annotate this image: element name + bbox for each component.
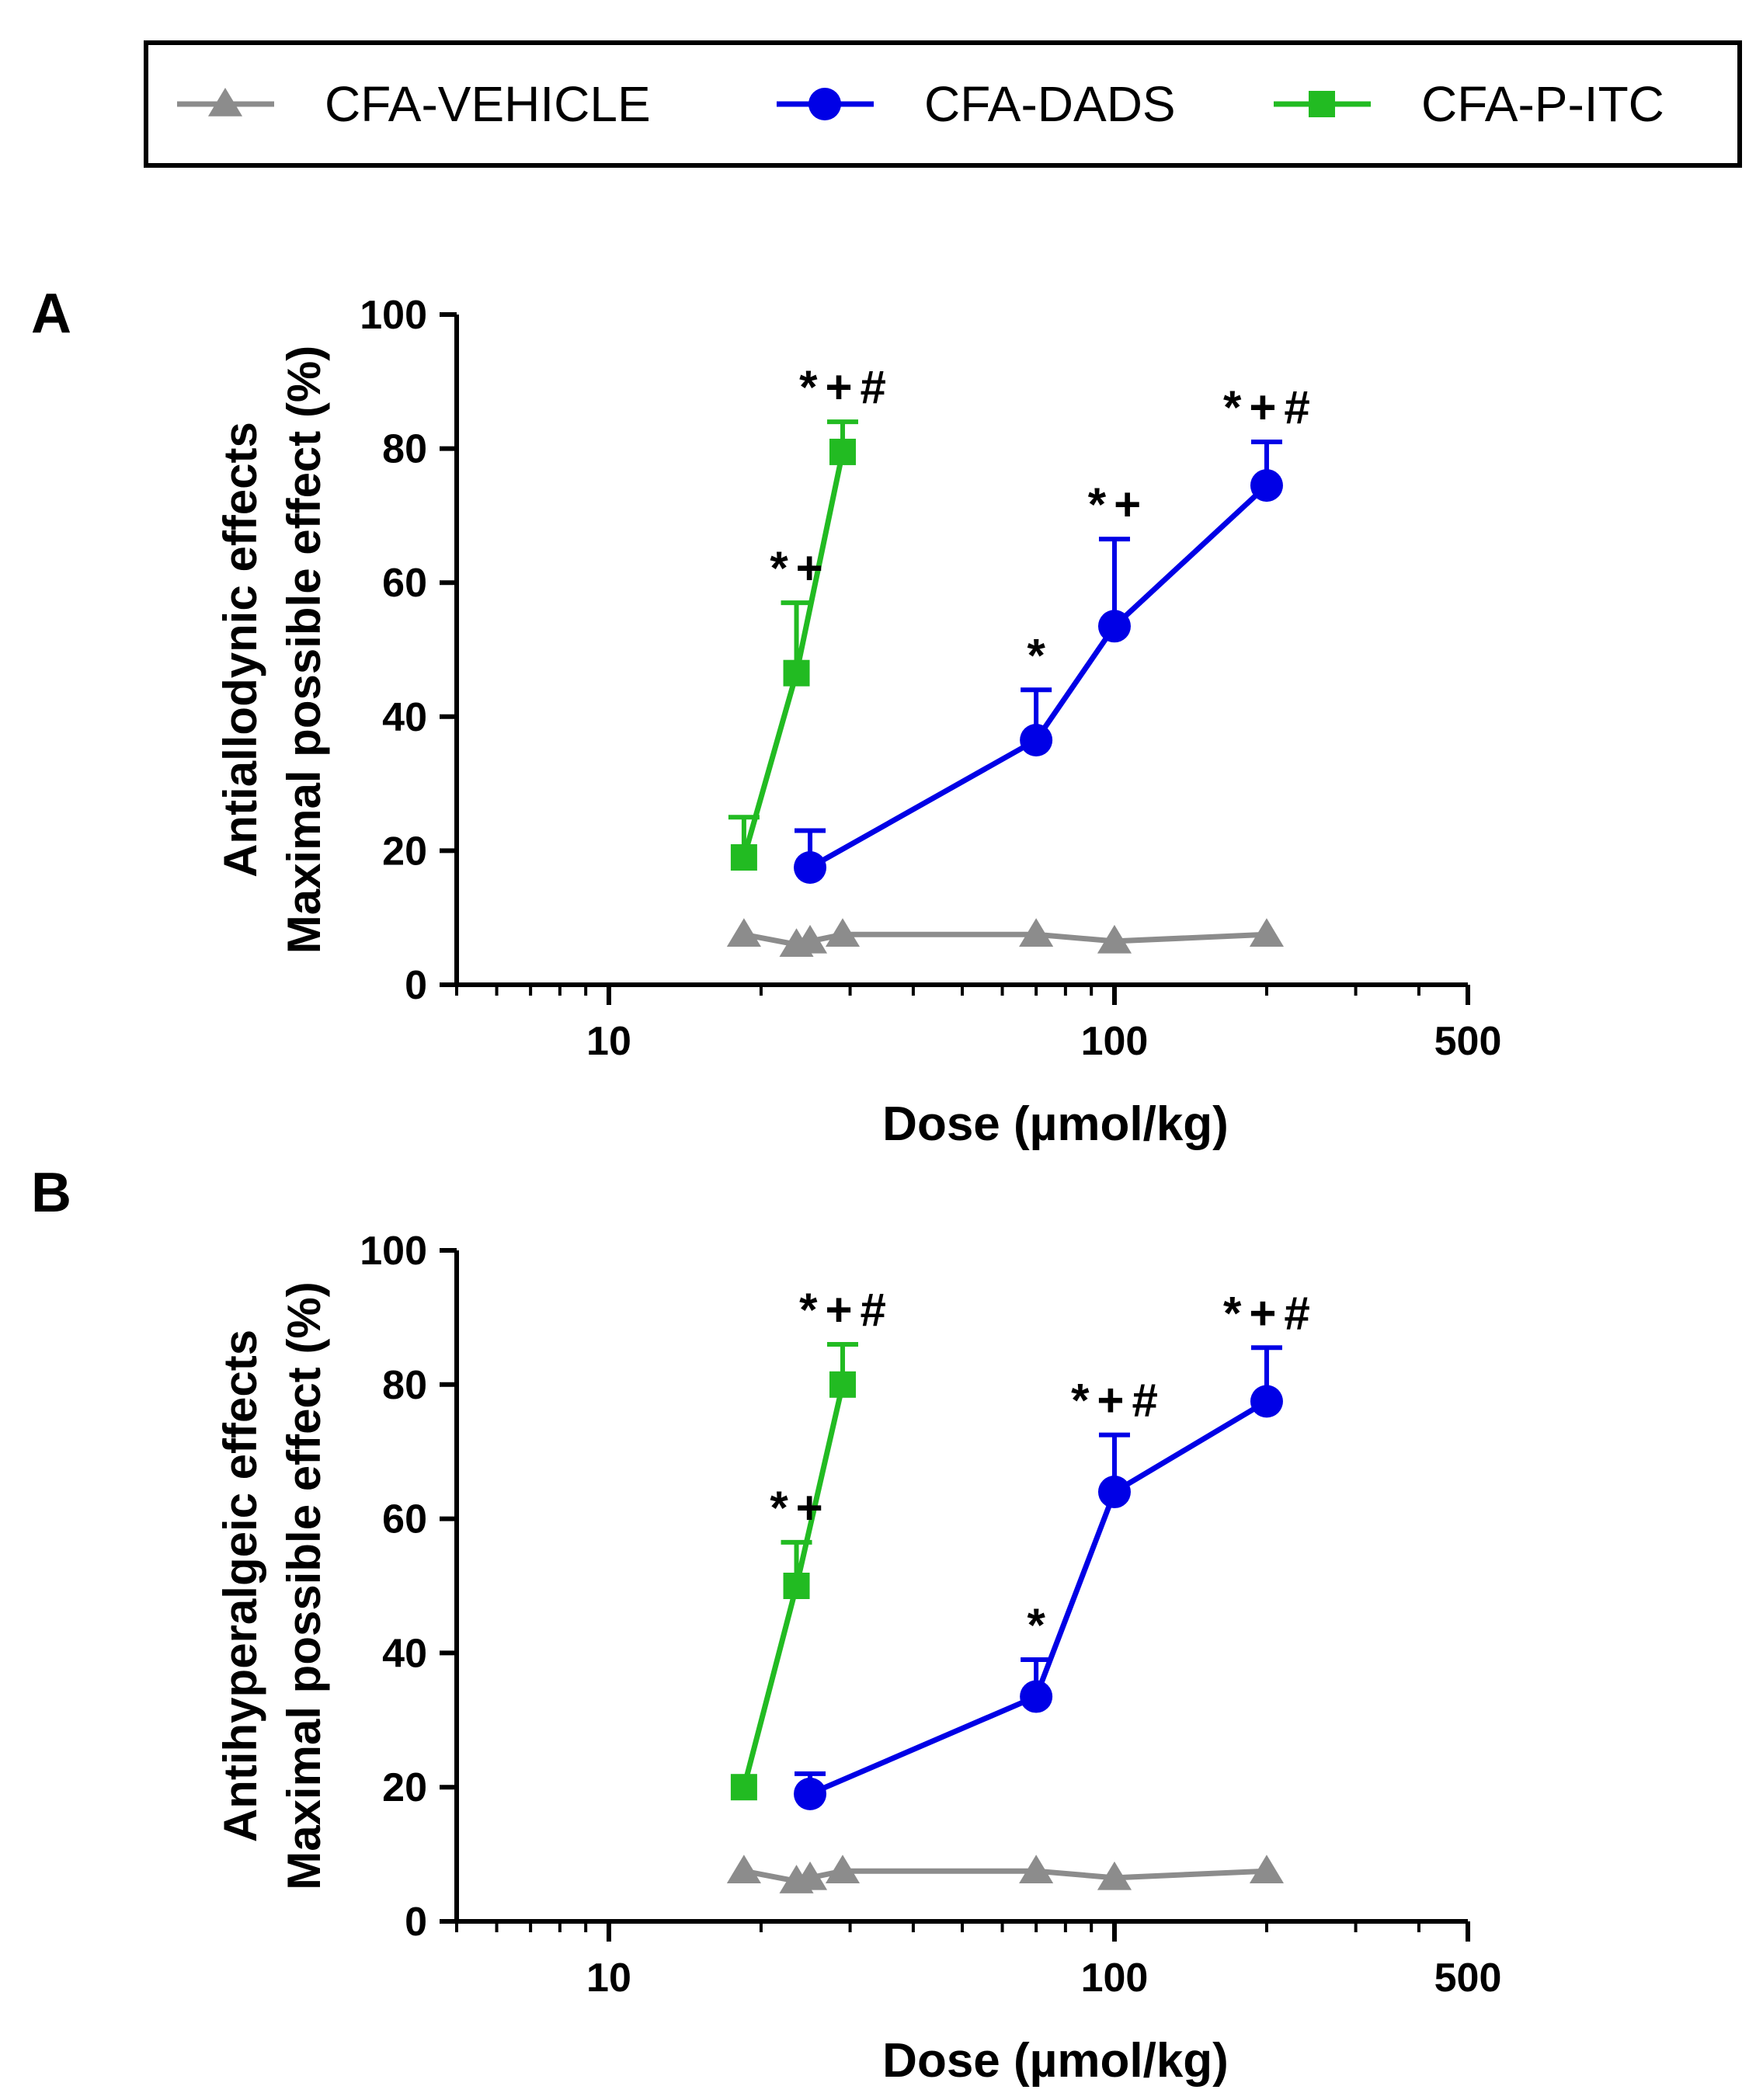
legend-box bbox=[144, 40, 1742, 168]
x-tick-label: 100 bbox=[1081, 1019, 1149, 1064]
data-point bbox=[794, 1777, 827, 1810]
panel-label: B bbox=[31, 1162, 71, 1224]
y-axis-title-line-1: Antiallodynic effects bbox=[214, 422, 266, 878]
legend-label-cfa-p-itc: CFA-P-ITC bbox=[1421, 76, 1664, 132]
chart-panel-b: B 0 20 40 60 80 100 10 100 500 Dose (µmol/kg) Antih… bbox=[31, 1162, 1501, 2088]
significance-label: * bbox=[1027, 1599, 1052, 1651]
data-point bbox=[1019, 1855, 1054, 1883]
series-cfa-dads: * *+ *+# bbox=[794, 381, 1318, 884]
legend-marker-cfa-p-itc bbox=[1309, 91, 1335, 117]
y-tick-label: 40 bbox=[382, 695, 427, 740]
series-line-cfa-dads bbox=[808, 1399, 1268, 1797]
data-point bbox=[1249, 1855, 1284, 1883]
data-point bbox=[825, 1855, 861, 1883]
legend: CFA-VEHICLE CFA-DADS CFA-P-ITC bbox=[144, 40, 1742, 168]
y-tick-label: 80 bbox=[382, 427, 427, 472]
x-axis-title: Dose (µmol/kg) bbox=[882, 1097, 1229, 1151]
y-tick-label: 60 bbox=[382, 1497, 427, 1542]
significance-label: *+# bbox=[1071, 1375, 1166, 1427]
legend-entry-cfa-vehicle: CFA-VEHICLE bbox=[177, 76, 651, 132]
y-axis-title-line-2: Maximal possible effect (%) bbox=[278, 1281, 330, 1890]
data-point bbox=[1097, 924, 1132, 954]
x-tick-label: 10 bbox=[586, 1956, 631, 2001]
x-tick-label: 500 bbox=[1434, 1019, 1502, 1064]
data-point bbox=[829, 1371, 856, 1398]
legend-marker-cfa-vehicle bbox=[207, 88, 243, 116]
data-point bbox=[730, 844, 757, 871]
data-point bbox=[1250, 1385, 1283, 1418]
legend-entry-cfa-p-itc: CFA-P-ITC bbox=[1274, 76, 1664, 132]
legend-label-cfa-vehicle: CFA-VEHICLE bbox=[325, 76, 651, 132]
legend-entry-cfa-dads: CFA-DADS bbox=[777, 76, 1176, 132]
series-cfa-vehicle bbox=[726, 1855, 1284, 1893]
y-tick-label: 0 bbox=[405, 1900, 427, 1945]
data-point bbox=[1097, 1861, 1132, 1890]
series-cfa-p-itc: *+ *+# bbox=[728, 361, 894, 871]
series-cfa-p-itc: *+ *+# bbox=[730, 1284, 894, 1801]
series-line-cfa-vehicle bbox=[743, 931, 1267, 947]
data-point bbox=[1097, 1476, 1131, 1509]
y-tick-label: 20 bbox=[382, 1765, 427, 1810]
data-point bbox=[1250, 469, 1283, 502]
data-point bbox=[783, 659, 810, 687]
chart-panel-a: A 0 20 40 60 80 100 10 100 500 Dose (µmol/kg) Antia… bbox=[31, 283, 1501, 1151]
x-tick-label: 500 bbox=[1434, 1956, 1502, 2001]
legend-label-cfa-dads: CFA-DADS bbox=[924, 76, 1176, 132]
series-line-cfa-p-itc bbox=[741, 451, 846, 858]
y-tick-label: 80 bbox=[382, 1363, 427, 1408]
data-point bbox=[794, 850, 827, 884]
series-cfa-vehicle bbox=[726, 918, 1284, 957]
data-point bbox=[792, 924, 828, 954]
significance-label: *+ bbox=[770, 542, 830, 594]
significance-label: * bbox=[1027, 629, 1052, 681]
significance-label: *+ bbox=[770, 1482, 830, 1534]
data-point bbox=[726, 1855, 761, 1883]
data-point bbox=[1020, 1680, 1053, 1713]
x-tick-label: 100 bbox=[1081, 1956, 1149, 2001]
data-point bbox=[829, 438, 856, 465]
data-point bbox=[783, 1573, 810, 1599]
data-point bbox=[825, 918, 861, 947]
significance-label: *+ bbox=[1088, 478, 1149, 530]
significance-label: *+# bbox=[799, 361, 894, 413]
y-tick-label: 0 bbox=[405, 963, 427, 1008]
y-tick-label: 100 bbox=[360, 1229, 427, 1274]
data-point bbox=[1249, 918, 1284, 947]
x-tick-label: 10 bbox=[586, 1019, 631, 1064]
data-point bbox=[792, 1861, 828, 1890]
panel-label: A bbox=[31, 283, 71, 345]
series-line-cfa-dads bbox=[808, 483, 1269, 871]
y-tick-label: 40 bbox=[382, 1631, 427, 1676]
data-point bbox=[1097, 610, 1131, 643]
data-point bbox=[1019, 918, 1054, 947]
y-tick-label: 100 bbox=[360, 293, 427, 338]
y-tick-label: 20 bbox=[382, 829, 427, 874]
y-axis-title-line-2: Maximal possible effect (%) bbox=[278, 346, 330, 954]
significance-label: *+# bbox=[1223, 1287, 1318, 1339]
x-axis-title: Dose (µmol/kg) bbox=[882, 2034, 1229, 2088]
y-tick-label: 60 bbox=[382, 561, 427, 606]
legend-marker-cfa-dads bbox=[808, 88, 841, 120]
significance-label: *+# bbox=[799, 1284, 894, 1336]
series-cfa-dads: * *+# *+# bbox=[794, 1287, 1318, 1810]
y-axis-title-line-1: Antihyperalgeic effects bbox=[214, 1330, 266, 1842]
series-line-cfa-vehicle bbox=[743, 1868, 1267, 1884]
data-point bbox=[1020, 724, 1053, 757]
data-point bbox=[730, 1774, 757, 1801]
significance-label: *+# bbox=[1223, 381, 1318, 433]
data-point bbox=[726, 918, 761, 947]
